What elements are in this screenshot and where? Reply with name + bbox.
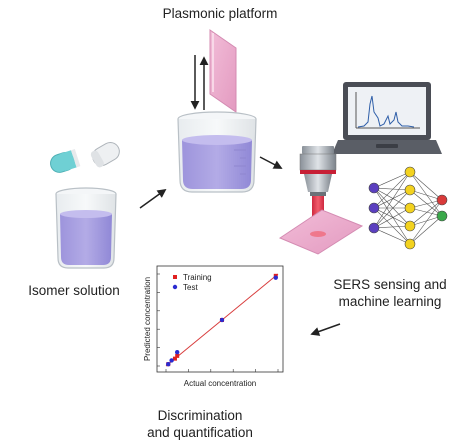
nn-connection xyxy=(373,189,411,209)
spectrum-plot xyxy=(355,92,420,129)
legend-label-training: Training xyxy=(183,273,212,282)
beaker-center xyxy=(177,111,257,193)
nn-connection xyxy=(409,215,443,227)
label-discrimination: Discrimination and quantification xyxy=(120,407,280,441)
nn-connection xyxy=(409,207,443,217)
objective-lens-icon xyxy=(299,146,337,196)
nn-connection xyxy=(373,189,411,229)
nn-connection xyxy=(409,215,443,245)
nn-node xyxy=(368,182,380,194)
nn-node xyxy=(404,238,416,250)
nn-connection xyxy=(409,199,443,227)
nn-node xyxy=(404,184,416,196)
legend-label-test: Test xyxy=(183,283,198,292)
up-down-arrows xyxy=(190,55,209,110)
label-sers-ml: SERS sensing and machine learning xyxy=(305,276,475,310)
label-disc-line-2: and quantification xyxy=(147,425,253,440)
nn-node xyxy=(404,202,416,214)
y-axis-label: Predicted concentration xyxy=(143,277,152,361)
plasmonic-slide-top xyxy=(209,29,237,113)
nn-connection xyxy=(409,189,443,201)
nn-connection xyxy=(409,189,443,217)
label-isomer-solution: Isomer solution xyxy=(28,283,120,298)
nn-connection xyxy=(373,171,411,189)
test-point xyxy=(175,350,180,355)
x-axis-label: Actual concentration xyxy=(184,379,257,388)
nn-node xyxy=(368,202,380,214)
arrow-to-sers xyxy=(259,156,283,169)
laptop-icon xyxy=(332,82,442,154)
nn-node xyxy=(436,210,448,222)
label-sers-line-2: machine learning xyxy=(338,294,442,309)
nn-connection xyxy=(373,171,411,209)
nn-connection xyxy=(409,199,443,209)
beaker-isomer xyxy=(55,187,117,269)
nn-connection xyxy=(373,225,411,229)
training-point xyxy=(175,353,180,358)
nn-connection xyxy=(373,207,411,229)
test-point xyxy=(169,358,174,363)
nn-connection xyxy=(373,187,411,227)
nn-node xyxy=(404,166,416,178)
label-disc-line-1: Discrimination xyxy=(157,408,243,423)
nn-connection xyxy=(373,187,411,209)
nn-connection xyxy=(409,171,443,217)
nn-connection xyxy=(373,227,411,245)
nn-connection xyxy=(373,207,411,245)
nn-connection xyxy=(373,207,411,227)
training-point xyxy=(172,356,177,361)
test-point xyxy=(166,361,171,367)
test-point xyxy=(219,317,225,323)
legend-marker-training xyxy=(173,275,177,279)
legend-marker-test xyxy=(172,284,178,290)
capsule-icon xyxy=(50,142,120,173)
nn-node xyxy=(368,222,380,234)
nn-connection xyxy=(409,171,443,201)
label-plasmonic-platform: Plasmonic platform xyxy=(162,6,278,21)
nn-connection xyxy=(373,171,411,229)
plasmonic-substrate xyxy=(278,209,364,255)
nn-node xyxy=(404,220,416,232)
nn-connection xyxy=(373,187,411,191)
arrow-to-chart xyxy=(310,323,341,336)
nn-connection xyxy=(409,199,443,245)
nn-connection xyxy=(373,187,411,245)
test-point xyxy=(273,275,278,280)
nn-node xyxy=(436,194,448,206)
label-sers-line-1: SERS sensing and xyxy=(333,277,447,292)
arrow-to-platform xyxy=(139,188,167,209)
neural-network-icon xyxy=(368,166,448,250)
